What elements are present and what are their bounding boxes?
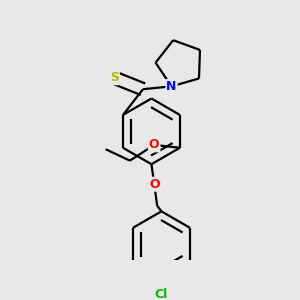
- Text: Cl: Cl: [155, 288, 168, 300]
- Text: S: S: [110, 71, 119, 84]
- Text: O: O: [149, 178, 160, 191]
- Text: O: O: [149, 138, 160, 152]
- Text: N: N: [167, 80, 177, 93]
